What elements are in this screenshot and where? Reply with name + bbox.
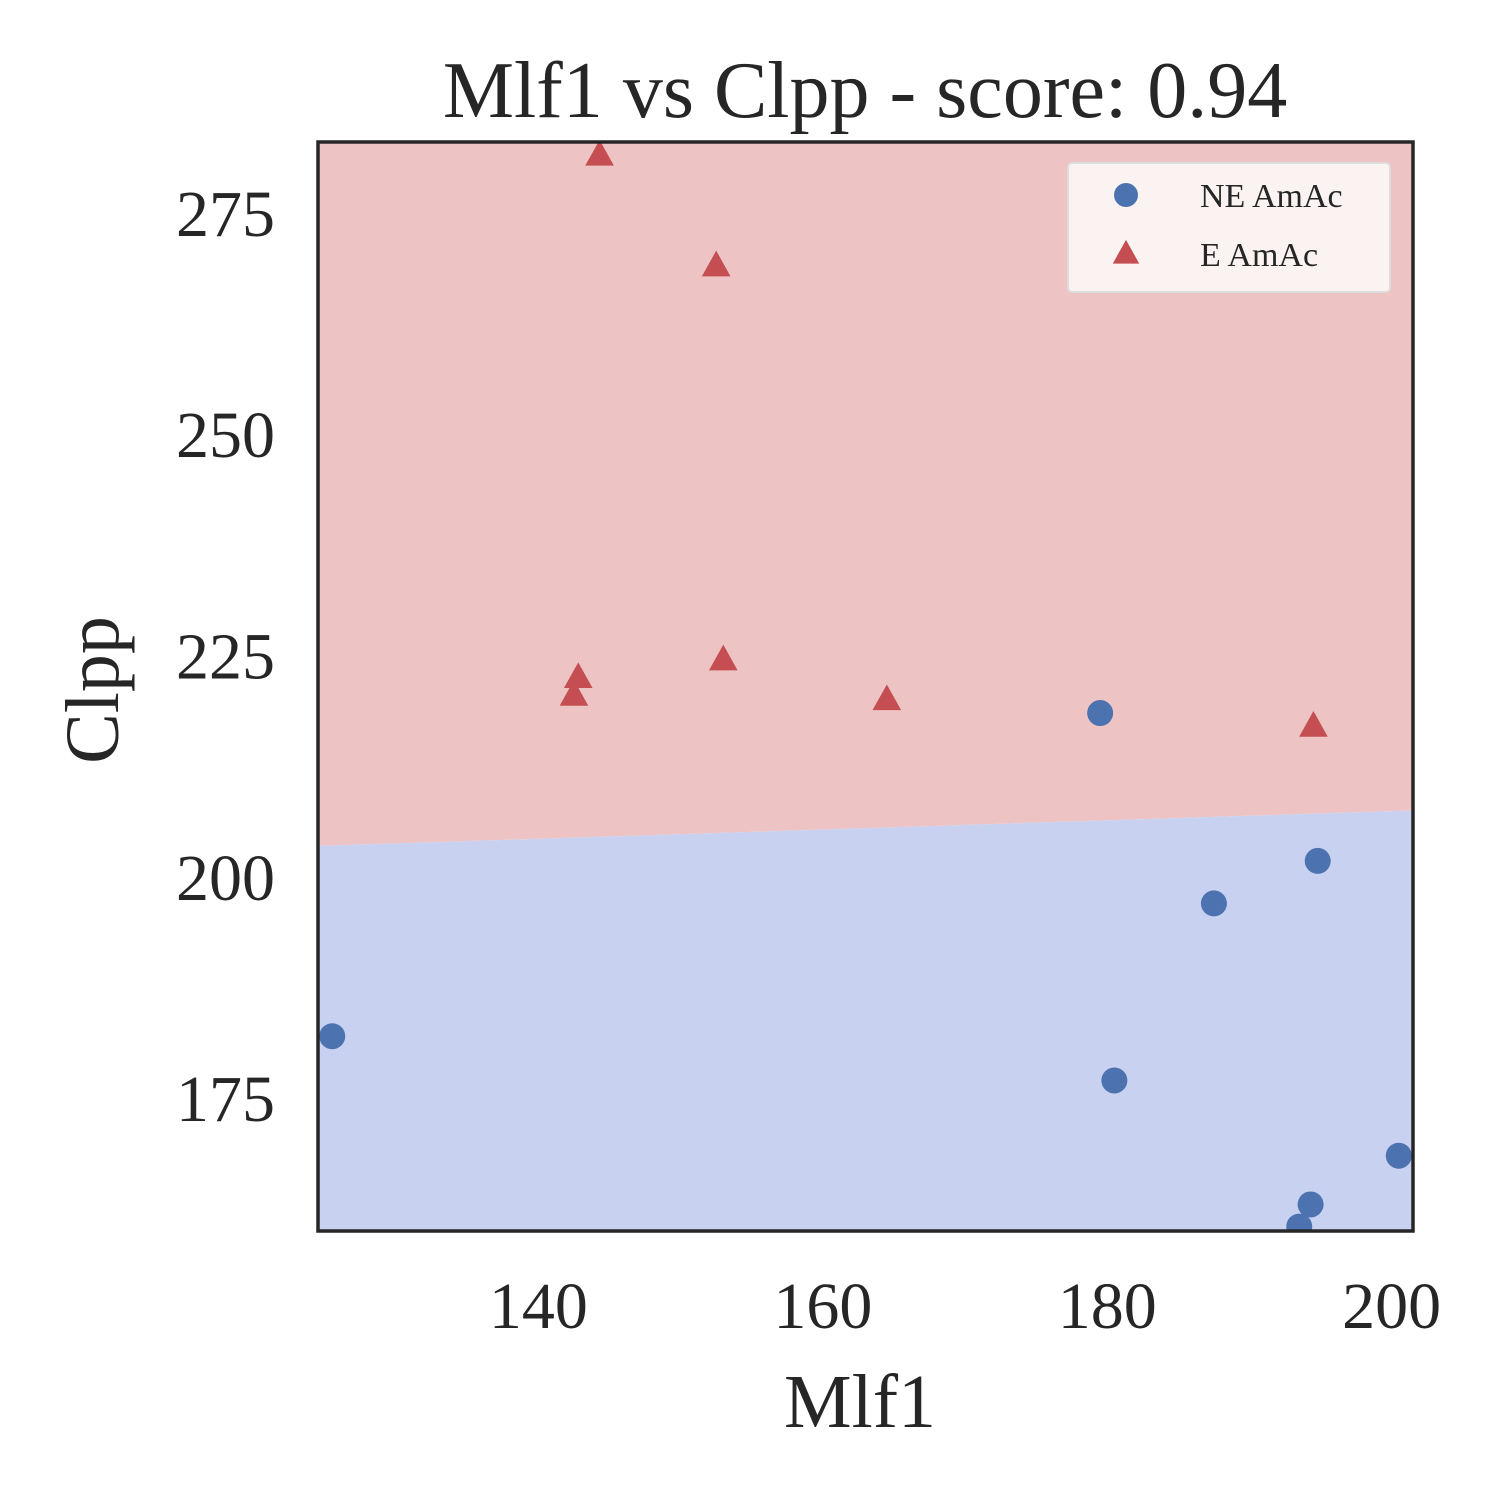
legend: NE AmAc E AmAc bbox=[1067, 162, 1391, 293]
data-point-triangle bbox=[1299, 711, 1328, 737]
data-point-triangle bbox=[708, 644, 738, 671]
series-1 bbox=[559, 142, 1328, 737]
decision-regions bbox=[318, 142, 1413, 1231]
plot-frame bbox=[316, 140, 1415, 1233]
data-point-triangle bbox=[872, 684, 902, 711]
x-tick-label: 180 bbox=[1058, 1270, 1157, 1343]
y-tick-label: 225 bbox=[176, 621, 275, 694]
y-tick-label: 175 bbox=[176, 1063, 275, 1136]
data-point-circle bbox=[1286, 1213, 1313, 1231]
region-e-amac bbox=[318, 142, 1413, 846]
y-tick-label: 250 bbox=[176, 399, 275, 472]
data-point-circle bbox=[1101, 1067, 1128, 1094]
legend-marker bbox=[1112, 239, 1140, 264]
legend-marker bbox=[1114, 183, 1138, 207]
data-point-circle bbox=[1385, 1142, 1412, 1169]
legend-entry: E AmAc bbox=[1200, 237, 1318, 274]
region-ne-amac bbox=[318, 810, 1413, 1231]
data-point-circle bbox=[1304, 847, 1331, 874]
legend-box bbox=[1067, 162, 1391, 293]
data-point-triangle bbox=[701, 250, 731, 277]
x-axis-label: Mlf1 bbox=[784, 1360, 936, 1444]
data-point-circle bbox=[1200, 890, 1227, 917]
chart-title: Mlf1 vs Clpp - score: 0.94 bbox=[443, 47, 1287, 135]
x-axis-ticks: 140 160 180 200 bbox=[489, 1270, 1441, 1343]
data-point-triangle bbox=[559, 680, 589, 706]
y-tick-label: 200 bbox=[176, 842, 275, 915]
data-point-circle bbox=[1087, 700, 1114, 727]
x-tick-label: 200 bbox=[1342, 1270, 1441, 1343]
data-points bbox=[319, 142, 1412, 1231]
data-point-triangle bbox=[585, 142, 614, 166]
data-point-triangle bbox=[563, 662, 593, 689]
legend-entry: NE AmAc bbox=[1200, 178, 1343, 215]
y-axis-label: Clpp bbox=[51, 616, 135, 764]
series-0 bbox=[319, 700, 1412, 1231]
x-tick-label: 140 bbox=[489, 1270, 588, 1343]
data-point-circle bbox=[1297, 1191, 1324, 1218]
y-tick-label: 275 bbox=[176, 178, 275, 251]
data-point-circle bbox=[319, 1023, 346, 1050]
x-tick-label: 160 bbox=[773, 1270, 872, 1343]
y-axis-ticks: 175 200 225 250 275 bbox=[176, 178, 275, 1136]
